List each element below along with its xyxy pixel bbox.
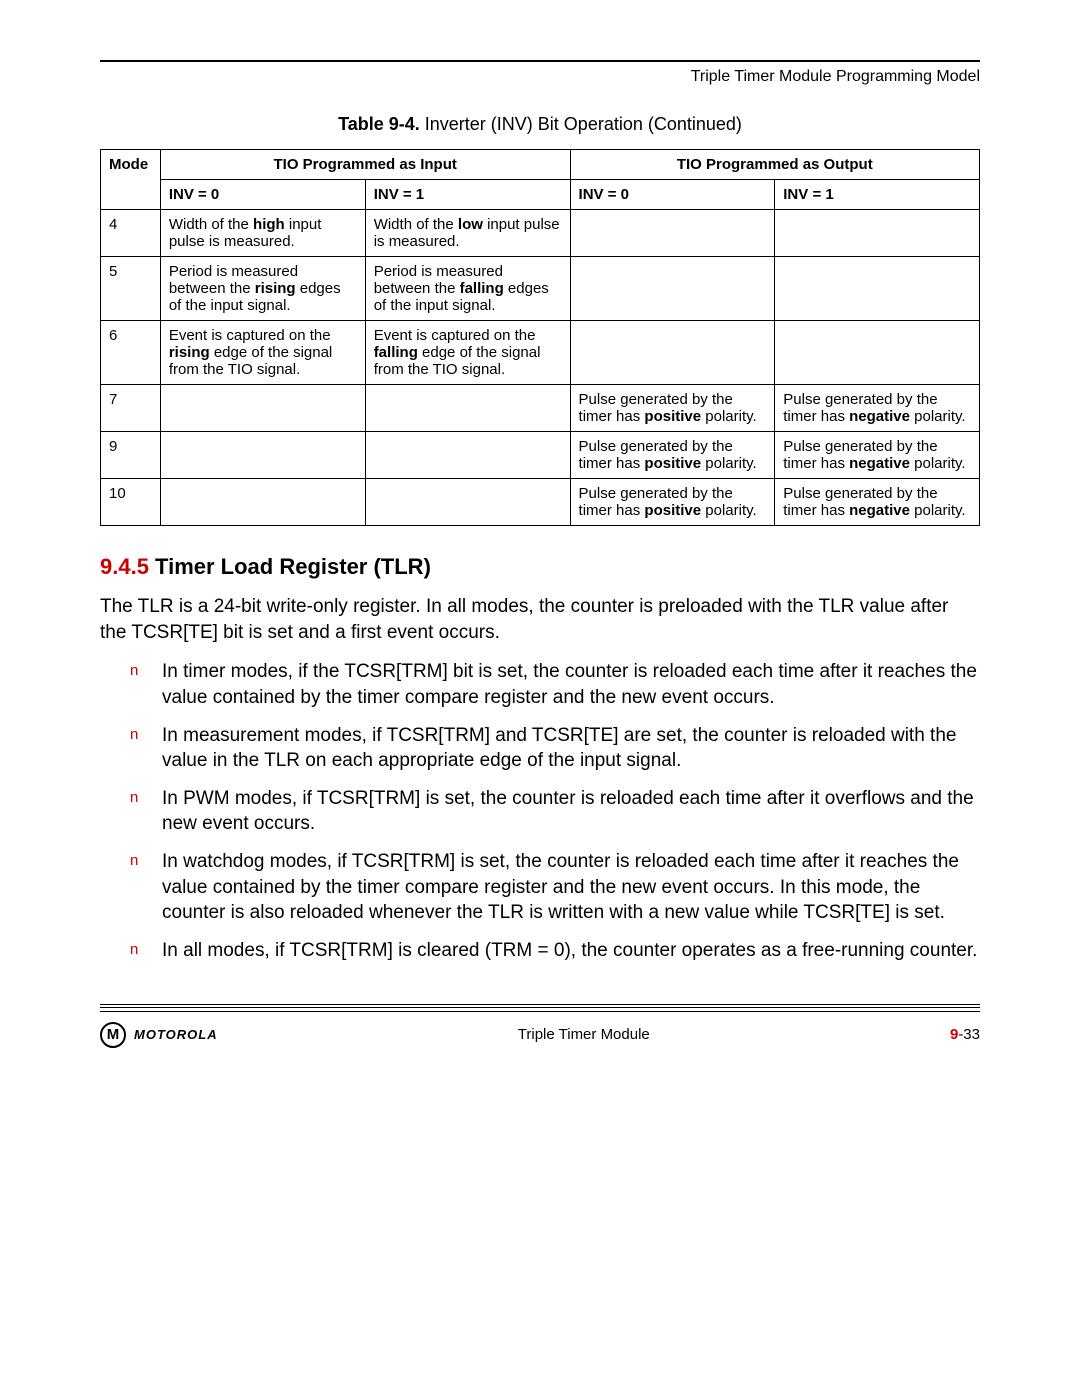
cell-out0 [570,321,775,385]
footer-title: Triple Timer Module [218,1026,950,1043]
bullet-marker-icon: n [130,788,138,808]
cell-in0: Period is measured between the rising ed… [160,257,365,321]
th-output: TIO Programmed as Output [570,150,979,180]
cell-out0 [570,257,775,321]
bullet-marker-icon: n [130,851,138,871]
cell-mode: 4 [101,210,161,257]
section-title: Timer Load Register (TLR) [149,554,431,579]
th-inv0-in: INV = 0 [160,180,365,210]
cell-in1 [365,479,570,526]
table-head-row-2: INV = 0 INV = 1 INV = 0 INV = 1 [101,180,980,210]
footer-brand: M MOTOROLA [100,1022,218,1048]
table-head-row-1: Mode TIO Programmed as Input TIO Program… [101,150,980,180]
footer-page: 9-33 [950,1026,980,1043]
section-heading: 9.4.5 Timer Load Register (TLR) [100,554,980,580]
cell-in0 [160,432,365,479]
bullet-marker-icon: n [130,940,138,960]
bullet-text: In PWM modes, if TCSR[TRM] is set, the c… [162,788,974,835]
bottom-rule [100,1004,980,1008]
bullet-marker-icon: n [130,661,138,681]
cell-out1: Pulse generated by the timer has negativ… [775,479,980,526]
running-header: Triple Timer Module Programming Model [100,68,980,86]
table-row: 9 Pulse generated by the timer has posit… [101,432,980,479]
cell-in1 [365,432,570,479]
cell-in0: Width of the high input pulse is measure… [160,210,365,257]
table-row: 7 Pulse generated by the timer has posit… [101,385,980,432]
cell-in1: Event is captured on the falling edge of… [365,321,570,385]
cell-mode: 7 [101,385,161,432]
cell-mode: 6 [101,321,161,385]
page-number: -33 [958,1026,980,1043]
cell-out1 [775,321,980,385]
cell-out0 [570,210,775,257]
list-item: n In watchdog modes, if TCSR[TRM] is set,… [100,849,980,926]
cell-mode: 5 [101,257,161,321]
top-rule [100,60,980,62]
cell-in1: Width of the low input pulse is measured… [365,210,570,257]
cell-out0: Pulse generated by the timer has positiv… [570,479,775,526]
cell-out1 [775,257,980,321]
cell-mode: 10 [101,479,161,526]
table-row: 10 Pulse generated by the timer has posi… [101,479,980,526]
bullet-list: n In timer modes, if the TCSR[TRM] bit is… [100,659,980,963]
page: Triple Timer Module Programming Model Ta… [0,0,1080,1088]
section-paragraph: The TLR is a 24-bit write-only register.… [100,594,980,645]
cell-mode: 9 [101,432,161,479]
cell-in0 [160,385,365,432]
cell-out0: Pulse generated by the timer has positiv… [570,432,775,479]
th-inv1-in: INV = 1 [365,180,570,210]
section-number: 9.4.5 [100,554,149,579]
th-inv0-out: INV = 0 [570,180,775,210]
table-row: 6 Event is captured on the rising edge o… [101,321,980,385]
bullet-text: In measurement modes, if TCSR[TRM] and T… [162,725,956,772]
list-item: n In measurement modes, if TCSR[TRM] and … [100,723,980,774]
caption-text: Inverter (INV) Bit Operation (Continued) [420,114,742,134]
th-input: TIO Programmed as Input [160,150,570,180]
inv-table: Mode TIO Programmed as Input TIO Program… [100,149,980,526]
bullet-marker-icon: n [130,725,138,745]
bullet-text: In watchdog modes, if TCSR[TRM] is set, … [162,851,959,923]
table-row: 5 Period is measured between the rising … [101,257,980,321]
bullet-text: In all modes, if TCSR[TRM] is cleared (T… [162,940,977,961]
cell-in0 [160,479,365,526]
list-item: n In timer modes, if the TCSR[TRM] bit is… [100,659,980,710]
motorola-logo-icon: M [100,1022,126,1048]
cell-in1 [365,385,570,432]
footer: M MOTOROLA Triple Timer Module 9-33 [100,1022,980,1048]
cell-out1: Pulse generated by the timer has negativ… [775,385,980,432]
list-item: n In all modes, if TCSR[TRM] is cleared (… [100,938,980,964]
cell-out1: Pulse generated by the timer has negativ… [775,432,980,479]
table-row: 4 Width of the high input pulse is measu… [101,210,980,257]
th-mode: Mode [101,150,161,210]
brand-text: MOTOROLA [134,1027,218,1042]
cell-out1 [775,210,980,257]
table-caption: Table 9-4. Inverter (INV) Bit Operation … [100,114,980,135]
cell-in1: Period is measured between the falling e… [365,257,570,321]
cell-out0: Pulse generated by the timer has positiv… [570,385,775,432]
caption-label: Table 9-4. [338,114,420,134]
th-inv1-out: INV = 1 [775,180,980,210]
cell-in0: Event is captured on the rising edge of … [160,321,365,385]
bullet-text: In timer modes, if the TCSR[TRM] bit is … [162,661,977,708]
list-item: n In PWM modes, if TCSR[TRM] is set, the … [100,786,980,837]
